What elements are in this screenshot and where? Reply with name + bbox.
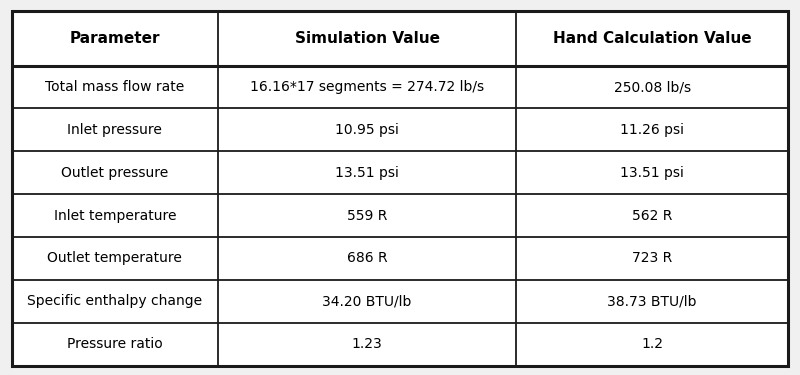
- Bar: [12, 194, 218, 237]
- Bar: [12, 11, 218, 66]
- Bar: [517, 152, 788, 194]
- Bar: [517, 11, 788, 66]
- Bar: [218, 280, 517, 323]
- Text: 686 R: 686 R: [346, 252, 387, 266]
- Bar: [12, 237, 218, 280]
- Text: Outlet temperature: Outlet temperature: [47, 252, 182, 266]
- Text: Parameter: Parameter: [70, 31, 160, 46]
- Text: Pressure ratio: Pressure ratio: [67, 337, 162, 351]
- Bar: [517, 66, 788, 108]
- Text: 34.20 BTU/lb: 34.20 BTU/lb: [322, 294, 412, 308]
- Text: Simulation Value: Simulation Value: [294, 31, 439, 46]
- Text: 13.51 psi: 13.51 psi: [335, 166, 399, 180]
- Bar: [218, 108, 517, 152]
- Text: 11.26 psi: 11.26 psi: [620, 123, 684, 137]
- Bar: [12, 280, 218, 323]
- Text: Specific enthalpy change: Specific enthalpy change: [27, 294, 202, 308]
- Bar: [12, 108, 218, 152]
- Bar: [517, 323, 788, 366]
- Bar: [517, 280, 788, 323]
- Text: Outlet pressure: Outlet pressure: [61, 166, 169, 180]
- Bar: [517, 194, 788, 237]
- Text: 1.2: 1.2: [641, 337, 663, 351]
- Text: 16.16*17 segments = 274.72 lb/s: 16.16*17 segments = 274.72 lb/s: [250, 80, 484, 94]
- Bar: [218, 66, 517, 108]
- Text: Inlet pressure: Inlet pressure: [67, 123, 162, 137]
- Bar: [218, 11, 517, 66]
- Text: 559 R: 559 R: [347, 209, 387, 223]
- Text: 250.08 lb/s: 250.08 lb/s: [614, 80, 690, 94]
- Text: 38.73 BTU/lb: 38.73 BTU/lb: [607, 294, 697, 308]
- Text: 723 R: 723 R: [632, 252, 672, 266]
- Text: Hand Calculation Value: Hand Calculation Value: [553, 31, 751, 46]
- Text: Inlet temperature: Inlet temperature: [54, 209, 176, 223]
- Bar: [12, 152, 218, 194]
- Bar: [218, 152, 517, 194]
- Bar: [12, 323, 218, 366]
- Bar: [12, 66, 218, 108]
- Bar: [218, 194, 517, 237]
- Bar: [517, 108, 788, 152]
- Text: 562 R: 562 R: [632, 209, 672, 223]
- Bar: [517, 237, 788, 280]
- Text: 1.23: 1.23: [352, 337, 382, 351]
- Bar: [218, 237, 517, 280]
- Text: 13.51 psi: 13.51 psi: [620, 166, 684, 180]
- Bar: [218, 323, 517, 366]
- Text: Total mass flow rate: Total mass flow rate: [45, 80, 185, 94]
- Text: 10.95 psi: 10.95 psi: [335, 123, 399, 137]
